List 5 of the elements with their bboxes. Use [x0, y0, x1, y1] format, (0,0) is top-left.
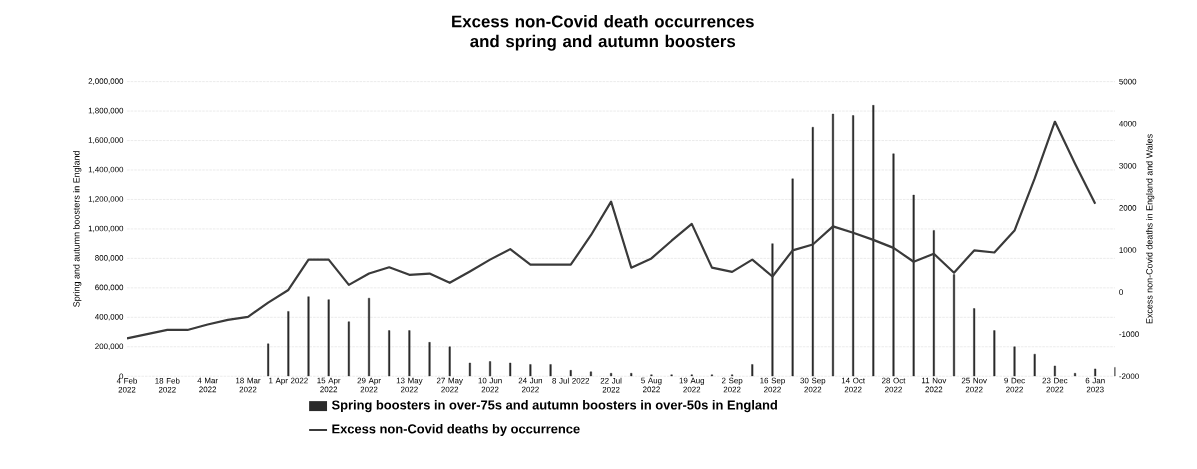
- y2-axis-title: Excess non-Covid deaths in England and Wales: [1145, 134, 1155, 324]
- y-axis-title: Spring and autumn boosters in England: [73, 151, 82, 308]
- legend-label: Spring boosters in over-75s and autumn boosters in over-50s in England: [331, 400, 777, 413]
- legend-label: Excess non-Covid deaths by occurrence: [332, 424, 580, 437]
- chart-title: Excess non-Covid death occurrences and spring and autumn boosters: [452, 15, 754, 51]
